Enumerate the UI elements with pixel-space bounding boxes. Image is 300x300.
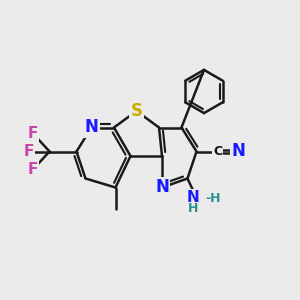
Text: F: F [23,144,34,159]
Text: N: N [85,118,98,136]
Text: N: N [155,178,169,196]
Text: N: N [232,142,245,160]
Text: N: N [187,190,200,206]
Text: C: C [213,145,222,158]
Text: H: H [188,202,199,215]
Text: F: F [28,162,38,177]
Text: F: F [28,126,38,141]
Text: -H: -H [206,191,221,205]
Text: S: S [130,102,142,120]
